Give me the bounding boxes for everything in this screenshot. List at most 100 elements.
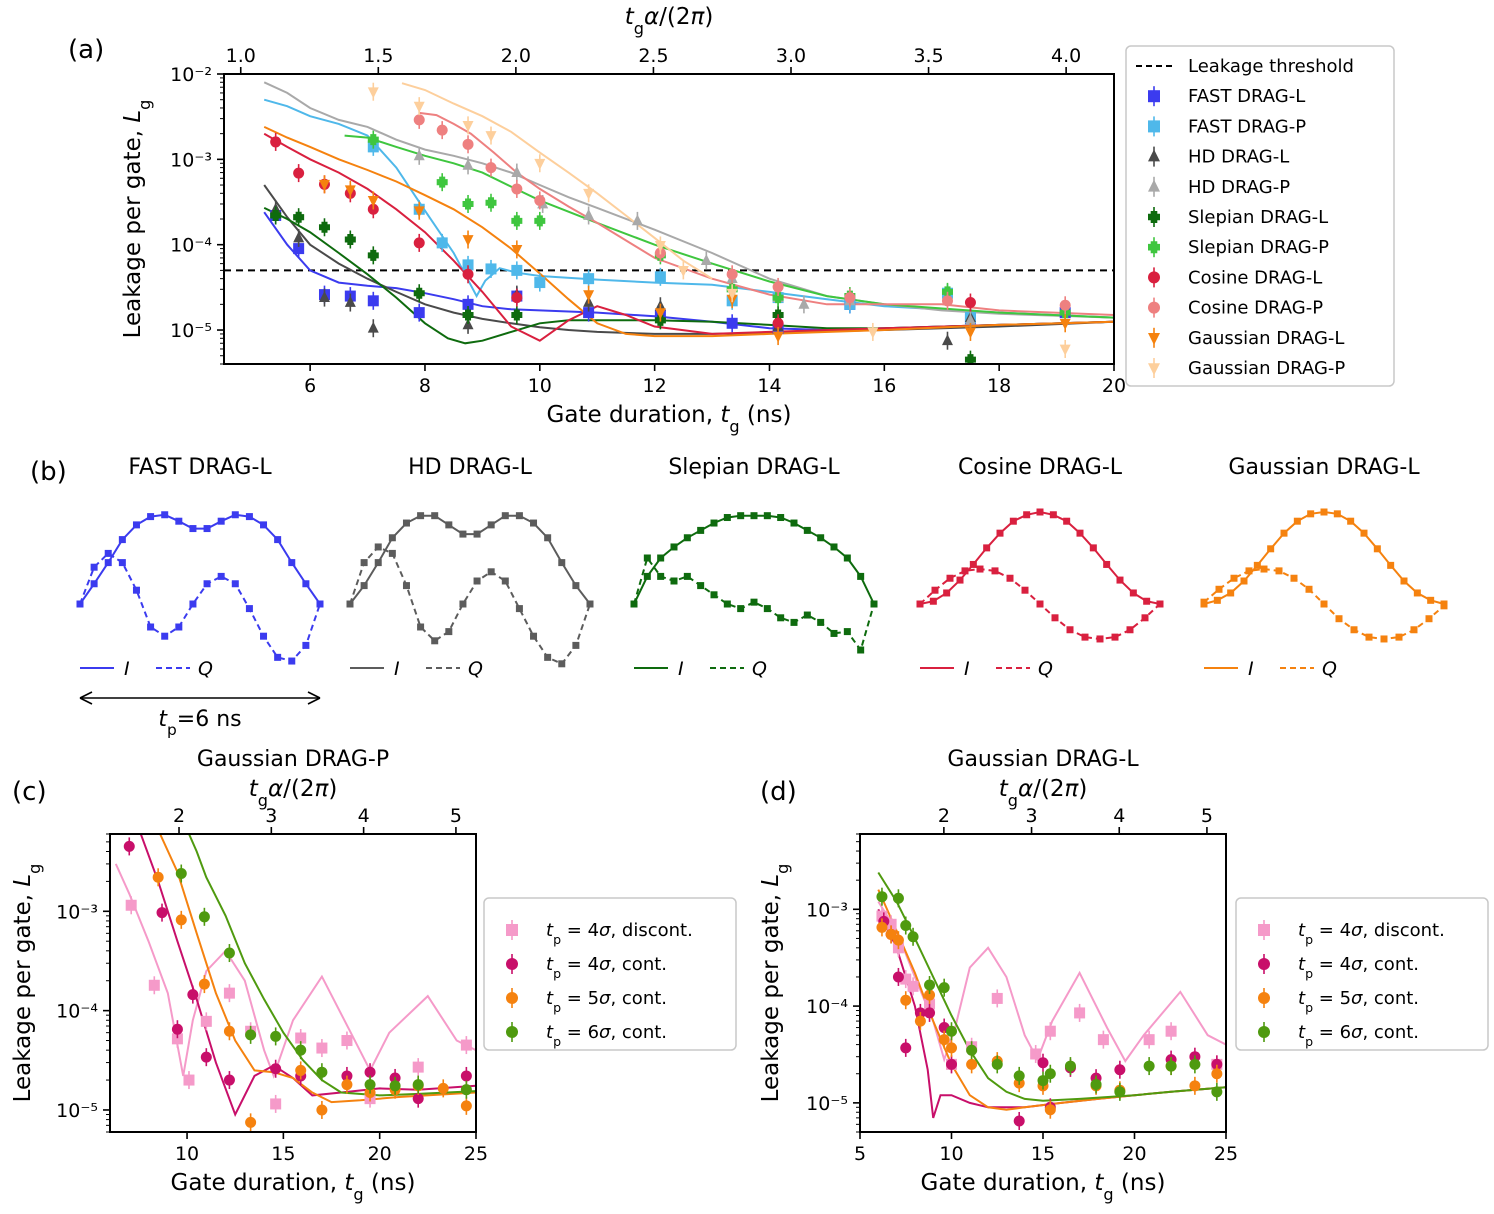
pulse-q-sample [118, 559, 126, 567]
point-t-p-5-cont [152, 871, 164, 883]
point-t-p-6-cont [1143, 1060, 1155, 1072]
point-t-p-6-cont [270, 1030, 282, 1042]
legend-box [1235, 897, 1489, 1051]
point-gaussian-drag-l [344, 185, 356, 197]
pulse-i-sample [956, 576, 964, 584]
pulse-i-sample [1076, 529, 1084, 537]
point-cosine-drag-p [436, 124, 448, 136]
pulse-i-sample [817, 534, 825, 542]
pulse-i-sample [943, 589, 951, 597]
point-t-p-4-discont [1044, 1025, 1056, 1037]
pulse-q-sample [288, 657, 296, 665]
top-axis-label-part: t [625, 4, 635, 30]
top-tick-label: 3 [1026, 805, 1038, 827]
pulse-title: Gaussian DRAG-L [1228, 455, 1420, 480]
pulse-q-sample [830, 629, 838, 637]
y-axis-label-part: Leakage per gate, [10, 887, 36, 1103]
pulse-q-sample [1290, 574, 1298, 582]
pulse-q-sample [976, 565, 984, 573]
pulse-legend-q-label: Q [1038, 658, 1053, 680]
point-t-p-6-cont [991, 1058, 1003, 1070]
point-t-p-4-discont [270, 1098, 282, 1110]
legend-label-part: p [1305, 966, 1313, 981]
legend-box [1125, 45, 1395, 387]
pulse-q-sample [260, 632, 268, 640]
point-cosine-drag-p [772, 281, 784, 293]
point-slepian-drag-l [462, 309, 474, 321]
legend-label-sigma: σ [1351, 988, 1363, 1009]
point-t-p-5-cont [175, 914, 187, 926]
point-t-p-4-discont [876, 910, 888, 922]
point-t-p-4-discont [125, 899, 137, 911]
pulse-legend-q-label: Q [1322, 658, 1337, 680]
point-t-p-4-discont [460, 1039, 472, 1051]
top-axis-label: tgα/(2π) [999, 776, 1088, 810]
curve-gaussian-drag-p [401, 82, 713, 280]
legend-entry-label: HD DRAG-P [1188, 177, 1290, 198]
legend-entry-label: FAST DRAG-L [1188, 86, 1305, 107]
legend-marker-hd-drag-p [1148, 179, 1160, 192]
legend-marker-t-p-4-cont [506, 958, 518, 970]
point-gaussian-drag-p [534, 158, 546, 170]
point-t-p-4-cont [946, 1058, 957, 1070]
pulse-i-sample [1280, 529, 1288, 537]
point-t-p-5-cont [437, 1082, 449, 1094]
pulse-q-sample [1245, 567, 1253, 575]
pulse-q-sample [1036, 600, 1044, 608]
legend-entry-label: tp = 6σ, cont. [546, 1022, 667, 1049]
point-t-p-4-discont [316, 1042, 328, 1054]
legend-label-part: p [553, 966, 561, 981]
legend-label-sigma: σ [599, 920, 611, 941]
point-hd-drag-p [511, 165, 523, 177]
point-t-p-4-cont [123, 840, 135, 852]
pulse-q-sample [1365, 633, 1373, 641]
pulse-q-sample [630, 600, 638, 608]
point-t-p-4-cont [364, 1066, 376, 1078]
point-t-p-4-discont [183, 1074, 195, 1086]
point-t-p-4-discont [1074, 1007, 1086, 1019]
point-slepian-drag-l [964, 354, 976, 364]
point-gaussian-drag-p [654, 241, 666, 253]
point-t-p-6-cont [938, 982, 950, 994]
point-gaussian-drag-l [1059, 318, 1071, 330]
curve-fast-drag-p [263, 98, 1114, 319]
point-t-p-5-cont [295, 1064, 307, 1076]
pulse-i-sample [288, 559, 296, 567]
legend-label-part: t [546, 920, 554, 941]
pulse-q-sample [459, 600, 467, 608]
top-axis-label-part: α [268, 776, 283, 802]
legend-label-part: p [1305, 1034, 1313, 1049]
pulse-q-sample [1440, 602, 1448, 610]
pulse-q-sample [90, 563, 98, 571]
pulse-i-sample [1293, 517, 1301, 525]
point-slepian-drag-l [318, 221, 330, 233]
pulse-i-line [919, 510, 1161, 605]
pulse-q-sample [697, 582, 705, 590]
pulse-q-sample [1395, 633, 1403, 641]
point-t-p-6-cont [1189, 1058, 1201, 1070]
x-axis-label-part: t [720, 402, 730, 428]
pulse-i-sample [1347, 517, 1355, 525]
point-t-p-6-cont [175, 868, 187, 880]
pulse-q-sample [1051, 614, 1059, 622]
pulse-panel-fast-drag-l: FAST DRAG-L I Q [76, 455, 324, 680]
pulse-q-sample [445, 628, 453, 636]
point-fast-drag-p [534, 277, 546, 289]
pulse-q-sample [558, 660, 566, 668]
top-tick-label: 4.0 [1051, 45, 1081, 67]
pulse-legend-q-label: Q [752, 658, 767, 680]
point-fast-drag-l [726, 317, 738, 329]
pulse-i-sample [175, 517, 183, 525]
top-axis-label-part: ) [704, 4, 713, 30]
point-slepian-drag-p [436, 176, 448, 188]
pulse-i-sample [161, 511, 169, 519]
pulse-q-sample [1275, 567, 1283, 575]
point-t-p-6-cont [1090, 1078, 1102, 1090]
pulse-i-sample [572, 582, 580, 590]
point-t-p-4-discont [907, 980, 919, 992]
point-slepian-drag-l [293, 211, 305, 223]
point-t-p-5-cont [460, 1100, 472, 1112]
pulse-i-sample [360, 582, 368, 590]
pulse-q-sample [1335, 615, 1343, 623]
legend-entry-label: FAST DRAG-P [1188, 116, 1306, 137]
